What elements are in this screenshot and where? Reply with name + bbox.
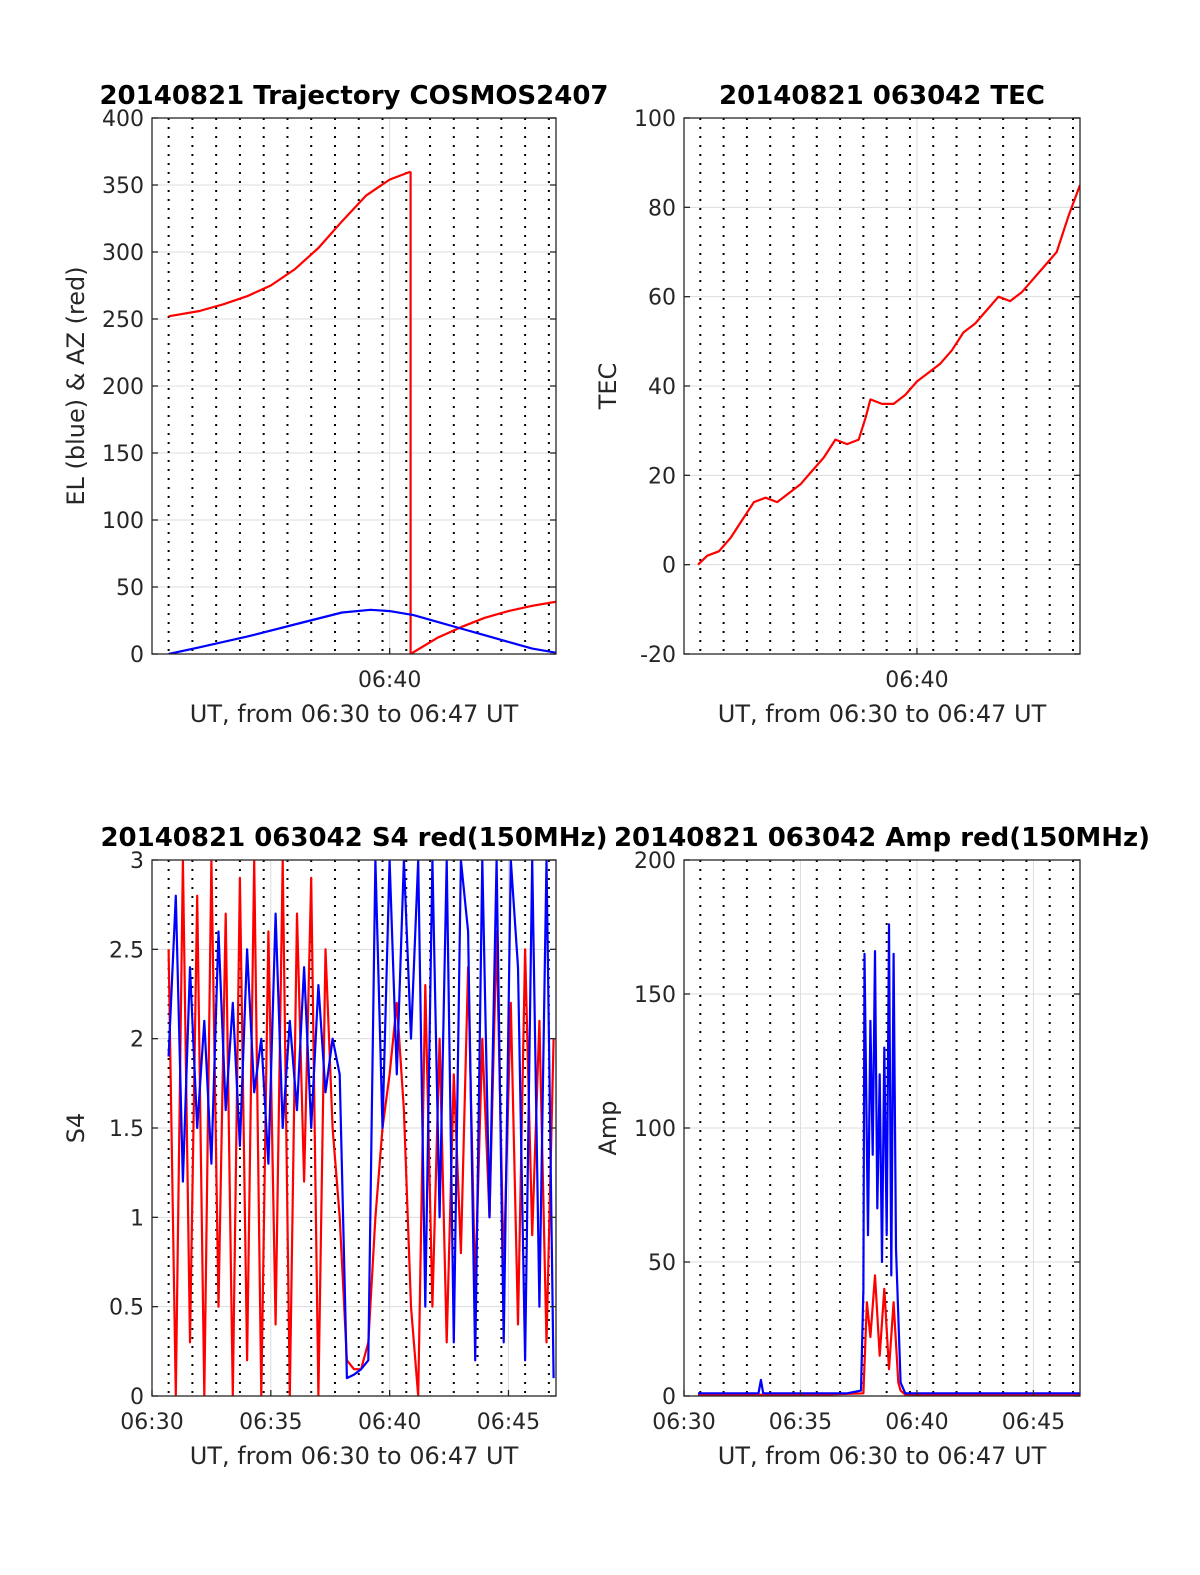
y-tick-label: -20 [640, 643, 676, 668]
series-line-1 [167, 860, 555, 1380]
y-tick-label: 40 [648, 375, 676, 400]
x-tick-label: 06:45 [1002, 1410, 1065, 1435]
x-tick-label: 06:40 [885, 668, 948, 693]
y-tick-label: 400 [102, 107, 144, 132]
y-tick-label: 250 [102, 308, 144, 333]
series-line-0 [697, 184, 1080, 566]
y-tick-label: 0 [130, 1385, 144, 1410]
series-group [167, 860, 555, 1396]
y-tick-label: 60 [648, 286, 676, 311]
x-tick-label: 06:40 [885, 1410, 948, 1435]
x-tick-label: 06:35 [239, 1410, 302, 1435]
y-tick-label: 2 [130, 1028, 144, 1053]
y-axis-label: S4 [62, 1113, 90, 1144]
y-tick-label: 100 [634, 1117, 676, 1142]
chart-title: 20140821 063042 S4 red(150MHz) [100, 823, 607, 853]
y-tick-label: 0 [662, 1385, 676, 1410]
chart-trajectory: 0 50 100 150 200 250 300 350 400 06:40 20140821 Tr… [62, 81, 609, 728]
x-tick-label: 06:35 [769, 1410, 832, 1435]
y-axis-label: TEC [594, 363, 622, 411]
chart-amp: 0 50 100 150 200 06:30 06:35 06:40 06:45 20140821… [594, 823, 1150, 1470]
chart-s4: 0 0.5 1 1.5 2 2.5 3 06:30 06:35 06:40 06:45 2014082… [62, 823, 608, 1470]
series-line-0 [168, 170, 411, 318]
x-tick-label: 06:45 [477, 1410, 540, 1435]
x-tick-label: 06:30 [120, 1410, 183, 1435]
x-axis-label: UT, from 06:30 to 06:47 UT [190, 1442, 519, 1470]
y-tick-label: 0 [130, 643, 144, 668]
y-tick-label: 50 [648, 1251, 676, 1276]
chart-tec: -20 0 20 40 60 80 100 06:40 20140821 063042 TEC U… [594, 81, 1081, 728]
chart-title: 20140821 063042 Amp red(150MHz) [614, 823, 1150, 853]
y-tick-label: 0.5 [109, 1296, 144, 1321]
x-tick-label: 06:40 [358, 668, 421, 693]
x-tick-label: 06:30 [652, 1410, 715, 1435]
series-line-1 [698, 923, 1080, 1395]
series-line-2 [168, 608, 556, 654]
y-tick-label: 200 [102, 375, 144, 400]
y-tick-label: 50 [116, 576, 144, 601]
y-tick-label: 1.5 [109, 1117, 144, 1142]
y-tick-label: 300 [102, 241, 144, 266]
series-group [697, 184, 1080, 566]
y-axis-label: Amp [594, 1100, 622, 1155]
series-line-1 [409, 171, 556, 654]
y-tick-label: 200 [634, 849, 676, 874]
y-tick-label: 2.5 [109, 938, 144, 963]
x-axis-label: UT, from 06:30 to 06:47 UT [718, 1442, 1047, 1470]
y-tick-label: 150 [102, 442, 144, 467]
y-tick-label: 0 [662, 554, 676, 579]
chart-title: 20140821 Trajectory COSMOS2407 [99, 81, 608, 111]
y-tick-label: 1 [130, 1206, 144, 1231]
y-tick-label: 20 [648, 464, 676, 489]
y-tick-label: 350 [102, 174, 144, 199]
series-group [168, 170, 556, 654]
y-tick-label: 80 [648, 196, 676, 221]
y-tick-label: 3 [130, 849, 144, 874]
y-tick-label: 150 [634, 983, 676, 1008]
x-axis-label: UT, from 06:30 to 06:47 UT [718, 700, 1047, 728]
series-group [698, 923, 1080, 1396]
y-axis-label: EL (blue) & AZ (red) [62, 266, 90, 505]
y-tick-label: 100 [102, 509, 144, 534]
x-tick-label: 06:40 [358, 1410, 421, 1435]
chart-title: 20140821 063042 TEC [719, 81, 1045, 111]
x-axis-label: UT, from 06:30 to 06:47 UT [190, 700, 519, 728]
y-tick-label: 100 [634, 107, 676, 132]
